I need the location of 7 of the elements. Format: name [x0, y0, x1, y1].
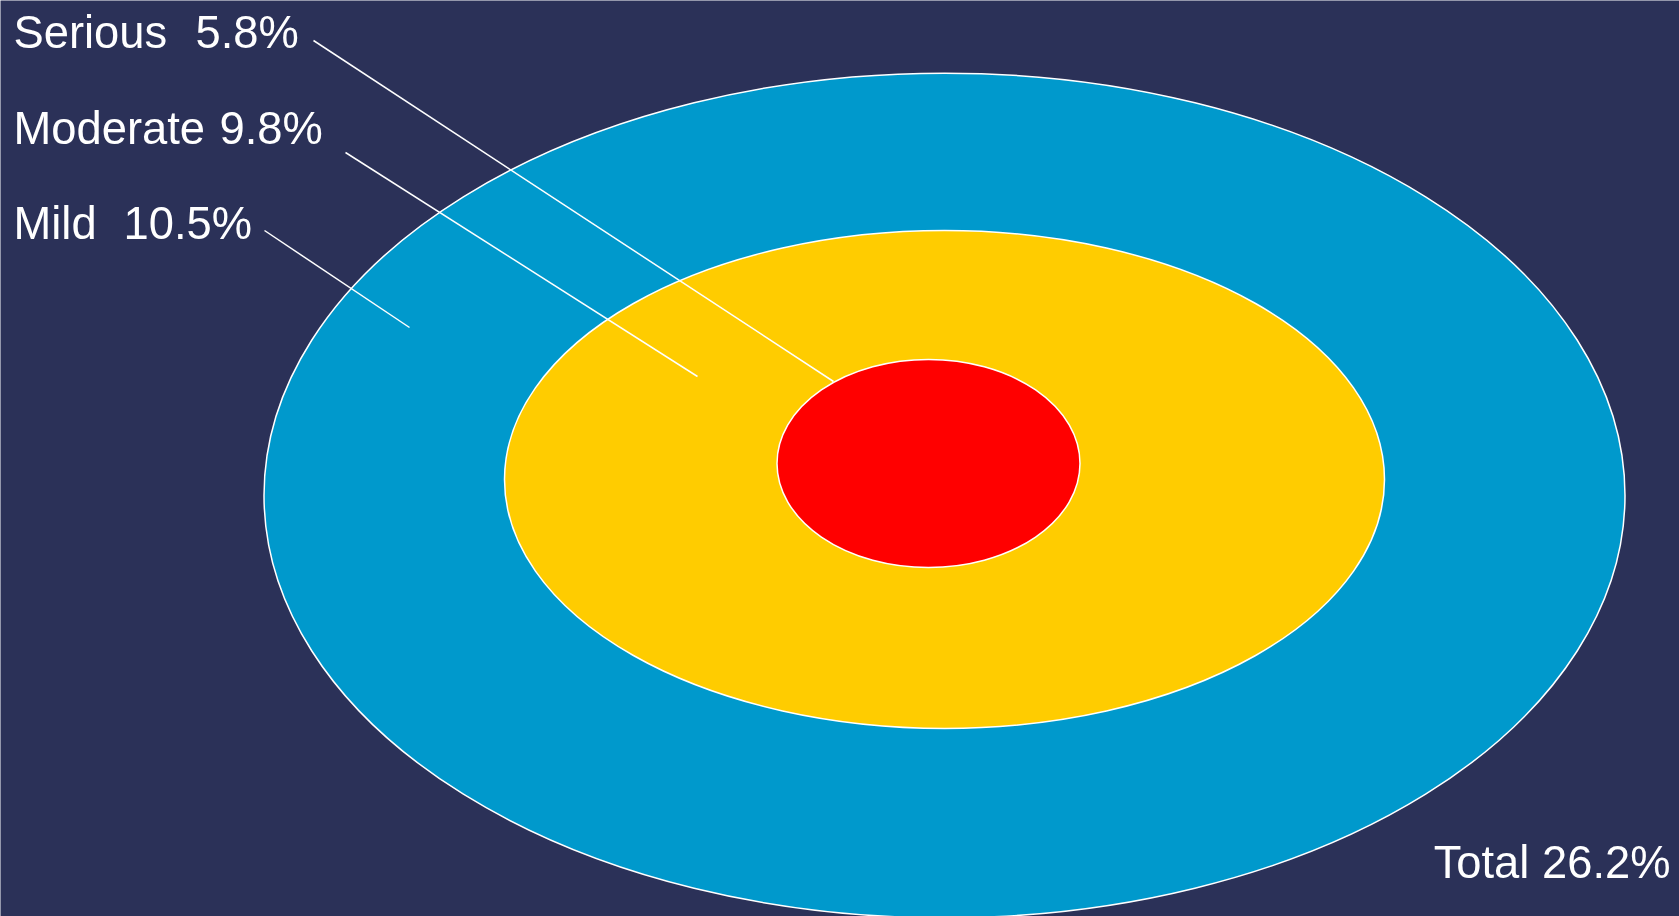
category-label: Serious [13, 7, 168, 58]
category-label: Moderate [13, 103, 205, 154]
data-label: 10.5% [123, 198, 253, 249]
text: Total 26.2% [1433, 837, 1671, 888]
data-label: 9.8% [219, 103, 323, 154]
category-label: Mild [13, 198, 97, 249]
data-label: 5.8% [195, 7, 299, 58]
